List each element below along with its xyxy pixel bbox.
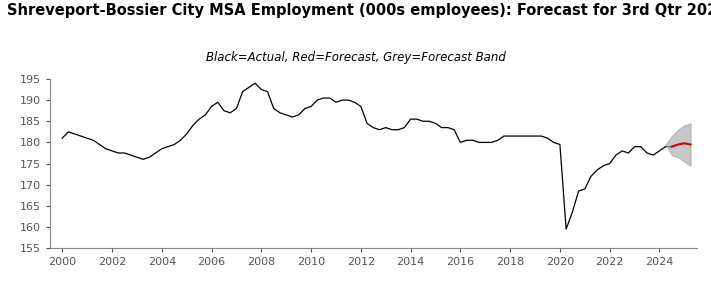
Text: Black=Actual, Red=Forecast, Grey=Forecast Band: Black=Actual, Red=Forecast, Grey=Forecas…	[205, 51, 506, 64]
Text: Shreveport-Bossier City MSA Employment (000s employees): Forecast for 3rd Qtr 20: Shreveport-Bossier City MSA Employment (…	[7, 3, 711, 18]
